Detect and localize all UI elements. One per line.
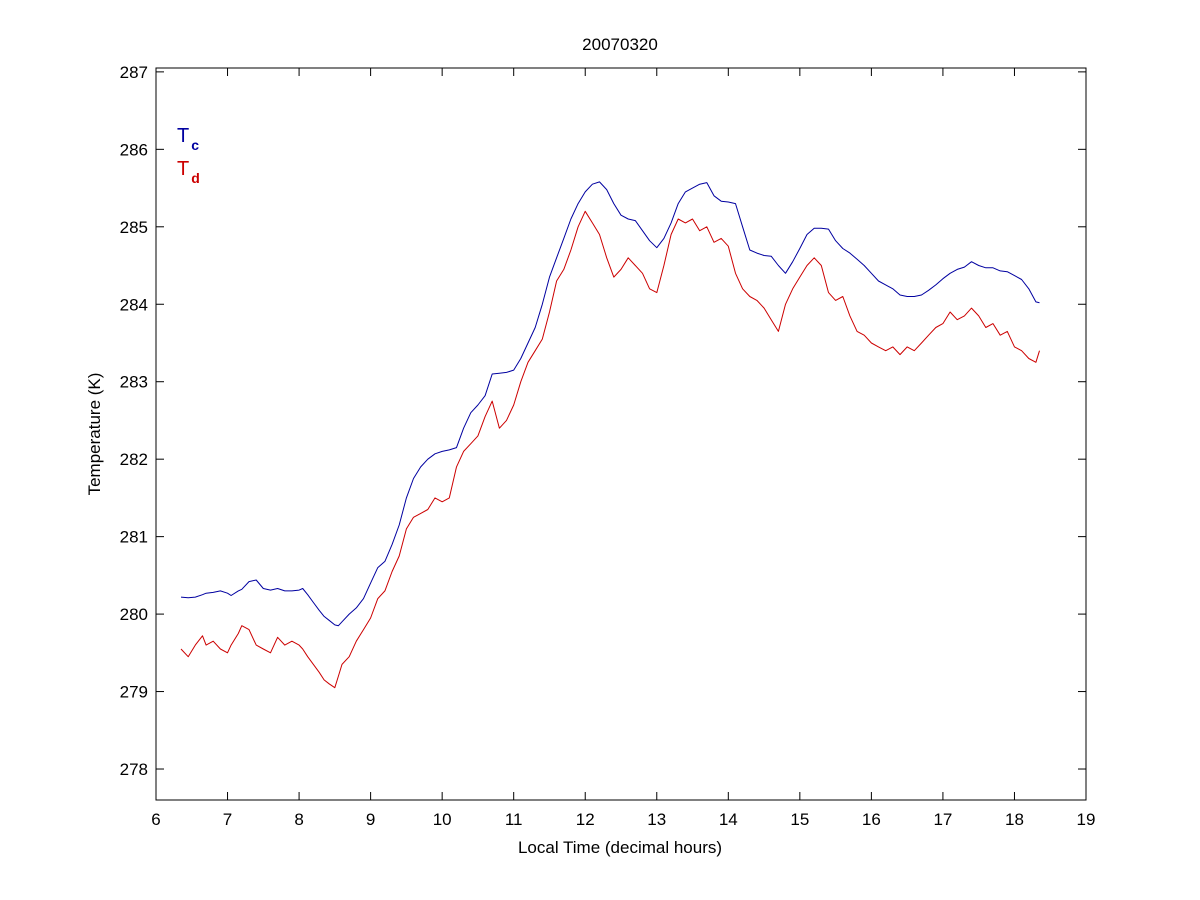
- x-tick-label: 8: [294, 810, 303, 829]
- x-tick-label: 12: [576, 810, 595, 829]
- y-tick-label: 286: [120, 140, 148, 159]
- x-tick-label: 18: [1005, 810, 1024, 829]
- y-tick-label: 285: [120, 218, 148, 237]
- x-tick-label: 15: [790, 810, 809, 829]
- plot-area: 6 7 8 9 10 11 12 13 14 15 16 17 18 19 278 279 280 281 282 2…: [120, 63, 1096, 829]
- x-tick-label: 19: [1077, 810, 1096, 829]
- x-tick-label: 17: [933, 810, 952, 829]
- x-tick-label: 9: [366, 810, 375, 829]
- series-line-d: [180, 210, 1040, 689]
- x-tick-label: 14: [719, 810, 738, 829]
- legend-subscript: d: [191, 170, 200, 186]
- legend-symbol: T: [177, 125, 189, 147]
- y-tick-label: 281: [120, 528, 148, 547]
- x-tick-label: 13: [647, 810, 666, 829]
- y-tick-label: 282: [120, 450, 148, 469]
- series-line-c: [180, 181, 1040, 627]
- y-axis-label: Temperature (K): [85, 373, 104, 496]
- y-tick-label: 280: [120, 605, 148, 624]
- x-tick-label: 10: [433, 810, 452, 829]
- y-tick-label: 284: [120, 295, 148, 314]
- legend-symbol: T: [177, 158, 189, 180]
- y-tick-label: 283: [120, 373, 148, 392]
- x-tick-label: 11: [505, 810, 523, 829]
- y-tick-label: 278: [120, 760, 148, 779]
- chart-title: 20070320: [582, 35, 658, 54]
- x-tick-label: 16: [862, 810, 881, 829]
- x-axis-label: Local Time (decimal hours): [518, 838, 722, 857]
- y-tick-label: 279: [120, 683, 148, 702]
- legend-subscript: c: [191, 137, 199, 153]
- x-tick-label: 7: [223, 810, 232, 829]
- y-tick-label: 287: [120, 63, 148, 82]
- axes-frame: [155, 67, 1087, 801]
- x-tick-label: 6: [151, 810, 160, 829]
